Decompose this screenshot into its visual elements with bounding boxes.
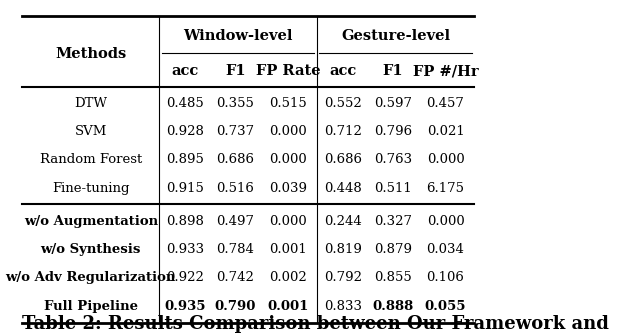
Text: 0.355: 0.355 (216, 97, 254, 110)
Text: 0.784: 0.784 (216, 243, 254, 256)
Text: 0.898: 0.898 (166, 215, 204, 228)
Text: 0.000: 0.000 (269, 153, 307, 166)
Text: 0.000: 0.000 (269, 125, 307, 138)
Text: 0.457: 0.457 (427, 97, 465, 110)
Text: 0.933: 0.933 (166, 243, 204, 256)
Text: acc: acc (330, 64, 356, 78)
Text: F1: F1 (383, 64, 403, 78)
Text: 0.244: 0.244 (324, 215, 362, 228)
Text: Table 2: Results Comparison between Our Framework and: Table 2: Results Comparison between Our … (22, 315, 609, 333)
Text: 0.552: 0.552 (324, 97, 362, 110)
Text: 0.039: 0.039 (269, 182, 307, 195)
Text: 0.895: 0.895 (166, 153, 204, 166)
Text: 0.796: 0.796 (374, 125, 412, 138)
Text: 0.819: 0.819 (324, 243, 362, 256)
Text: w/o Synthesis: w/o Synthesis (40, 243, 141, 256)
Text: Gesture-level: Gesture-level (341, 29, 450, 43)
Text: Methods: Methods (55, 47, 126, 61)
Text: Random Forest: Random Forest (40, 153, 142, 166)
Text: 0.686: 0.686 (324, 153, 362, 166)
Text: 0.879: 0.879 (374, 243, 412, 256)
Text: 0.742: 0.742 (216, 271, 254, 284)
Text: 0.686: 0.686 (216, 153, 254, 166)
Text: 0.448: 0.448 (324, 182, 362, 195)
Text: 0.712: 0.712 (324, 125, 362, 138)
Text: FP Rate: FP Rate (255, 64, 320, 78)
Text: 0.935: 0.935 (164, 299, 206, 313)
Text: 0.000: 0.000 (427, 153, 465, 166)
Text: 0.833: 0.833 (324, 299, 362, 313)
Text: 0.327: 0.327 (374, 215, 412, 228)
Text: Fine-tuning: Fine-tuning (52, 182, 129, 195)
Text: 0.790: 0.790 (214, 299, 256, 313)
Text: acc: acc (172, 64, 199, 78)
Text: Full Pipeline: Full Pipeline (44, 299, 138, 313)
Text: 0.511: 0.511 (374, 182, 412, 195)
Text: 0.515: 0.515 (269, 97, 307, 110)
Text: 0.516: 0.516 (216, 182, 254, 195)
Text: 0.485: 0.485 (166, 97, 204, 110)
Text: 0.055: 0.055 (425, 299, 467, 313)
Text: 0.888: 0.888 (372, 299, 413, 313)
Text: 0.000: 0.000 (427, 215, 465, 228)
Text: Window-level: Window-level (183, 29, 292, 43)
Text: 0.034: 0.034 (427, 243, 465, 256)
Text: 0.597: 0.597 (374, 97, 412, 110)
Text: 0.922: 0.922 (166, 271, 204, 284)
Text: DTW: DTW (74, 97, 108, 110)
Text: 0.737: 0.737 (216, 125, 254, 138)
Text: 0.001: 0.001 (267, 299, 308, 313)
Text: F1: F1 (225, 64, 246, 78)
Text: 0.855: 0.855 (374, 271, 412, 284)
Text: 0.021: 0.021 (427, 125, 465, 138)
Text: 6.175: 6.175 (426, 182, 465, 195)
Text: FP #/Hr: FP #/Hr (413, 64, 478, 78)
Text: SVM: SVM (74, 125, 107, 138)
Text: 0.106: 0.106 (427, 271, 465, 284)
Text: w/o Augmentation: w/o Augmentation (24, 215, 158, 228)
Text: 0.792: 0.792 (324, 271, 362, 284)
Text: 0.001: 0.001 (269, 243, 307, 256)
Text: 0.000: 0.000 (269, 215, 307, 228)
Text: 0.928: 0.928 (166, 125, 204, 138)
Text: 0.002: 0.002 (269, 271, 307, 284)
Text: 0.763: 0.763 (374, 153, 412, 166)
Text: w/o Adv Regularization: w/o Adv Regularization (6, 271, 176, 284)
Text: 0.915: 0.915 (166, 182, 204, 195)
Text: 0.497: 0.497 (216, 215, 254, 228)
